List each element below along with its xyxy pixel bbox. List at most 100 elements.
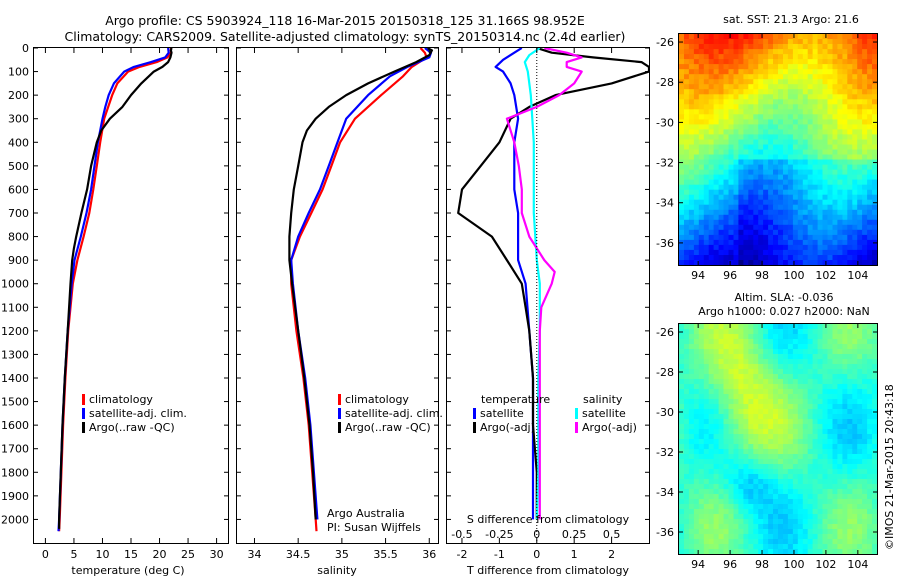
heatmap-cell xyxy=(842,354,848,360)
heatmap-cell xyxy=(778,414,784,420)
heatmap-cell xyxy=(837,104,843,110)
heatmap-cell xyxy=(763,219,769,226)
heatmap-cell xyxy=(847,159,853,166)
heatmap-cell xyxy=(738,179,744,186)
heatmap-cell xyxy=(718,529,725,535)
heatmap-cell xyxy=(787,419,794,425)
heatmap-cell xyxy=(723,344,729,350)
heatmap-cell xyxy=(773,124,779,130)
heatmap-cell xyxy=(857,249,863,256)
heatmap-cell xyxy=(753,404,759,410)
heatmap-cell xyxy=(778,524,784,530)
heatmap-cell xyxy=(792,439,799,445)
heatmap-cell xyxy=(753,394,759,400)
heatmap-cell xyxy=(713,364,720,370)
heatmap-cell xyxy=(679,334,685,340)
heatmap-cell xyxy=(693,99,700,105)
heatmap-cell xyxy=(753,529,759,535)
heatmap-cell xyxy=(688,54,695,60)
heatmap-cell xyxy=(753,379,759,385)
heatmap-cell xyxy=(837,409,843,415)
heatmap-cell xyxy=(847,449,853,455)
heatmap-cell xyxy=(847,39,853,45)
heatmap-cell xyxy=(708,104,715,110)
heatmap-cell xyxy=(783,469,789,475)
heatmap-cell xyxy=(738,69,744,75)
heatmap-cell xyxy=(758,489,764,495)
heatmap-cell xyxy=(738,219,744,226)
heatmap-cell xyxy=(792,219,799,226)
heatmap-cell xyxy=(797,199,804,206)
heatmap-cell xyxy=(763,509,769,515)
heatmap-cell xyxy=(728,359,734,365)
heatmap-cell xyxy=(802,64,809,70)
x-top-tick-label: 0.5 xyxy=(603,528,621,541)
heatmap-cell xyxy=(847,369,853,375)
heatmap-cell xyxy=(728,379,734,385)
heatmap-cell xyxy=(708,260,715,265)
heatmap-cell xyxy=(723,424,729,430)
heatmap-cell xyxy=(792,449,799,455)
heatmap-cell xyxy=(817,414,824,420)
heatmap-cell xyxy=(768,114,774,120)
heatmap-cell xyxy=(748,334,754,340)
heatmap-cell xyxy=(847,359,853,365)
heatmap-cell xyxy=(728,144,734,151)
heatmap-cell xyxy=(857,255,863,261)
heatmap-cell xyxy=(802,104,809,110)
heatmap-cell xyxy=(748,84,754,90)
heatmap-cell xyxy=(763,144,769,151)
heatmap-cell xyxy=(743,439,749,445)
heatmap-cell xyxy=(817,369,824,375)
heatmap-cell xyxy=(723,404,729,410)
heatmap-cell xyxy=(723,324,729,330)
heatmap-cell xyxy=(832,260,838,265)
heatmap-cell xyxy=(857,204,863,211)
map-x-tick-label: 102 xyxy=(815,558,836,571)
heatmap-cell xyxy=(698,189,705,196)
heatmap-cell xyxy=(718,109,725,115)
heatmap-cell xyxy=(688,94,695,100)
heatmap-cell xyxy=(847,44,853,50)
heatmap-cell xyxy=(758,539,764,545)
heatmap-cell xyxy=(792,44,799,50)
heatmap-cell xyxy=(847,539,853,545)
heatmap-cell xyxy=(787,119,794,125)
heatmap-cell xyxy=(738,524,744,530)
heatmap-cell xyxy=(698,414,705,420)
heatmap-cell xyxy=(728,374,734,380)
heatmap-cell xyxy=(787,129,794,135)
heatmap-cell xyxy=(837,219,843,226)
heatmap-cell xyxy=(792,509,799,515)
heatmap-cell xyxy=(773,389,779,395)
heatmap-cell xyxy=(852,209,858,216)
x-tick-label: -2 xyxy=(456,548,467,561)
map-y-tick-label: -36 xyxy=(656,237,674,250)
heatmap-cell xyxy=(857,364,863,370)
heatmap-cell xyxy=(792,234,799,241)
heatmap-cell xyxy=(733,184,739,191)
heatmap-cell xyxy=(812,449,819,455)
heatmap-cell xyxy=(748,114,754,120)
heatmap-cell xyxy=(842,59,848,65)
heatmap-cell xyxy=(852,529,858,535)
heatmap-cell xyxy=(792,94,799,100)
heatmap-cell xyxy=(773,84,779,90)
heatmap-cell xyxy=(807,149,814,156)
heatmap-cell xyxy=(728,509,734,515)
heatmap-cell xyxy=(857,199,863,206)
heatmap-cell xyxy=(787,54,794,60)
x-tick-label: 35.5 xyxy=(373,548,398,561)
heatmap-cell xyxy=(693,44,700,50)
heatmap-cell xyxy=(773,349,779,355)
heatmap-cell xyxy=(852,474,858,480)
heatmap-cell xyxy=(723,394,729,400)
heatmap-cell xyxy=(837,74,843,80)
heatmap-cell xyxy=(867,389,873,395)
heatmap-cell xyxy=(693,429,700,435)
heatmap-cell xyxy=(837,184,843,191)
heatmap-cell xyxy=(679,534,685,540)
heatmap-cell xyxy=(778,44,784,50)
heatmap-cell xyxy=(827,324,833,330)
heatmap-cell xyxy=(768,39,774,45)
